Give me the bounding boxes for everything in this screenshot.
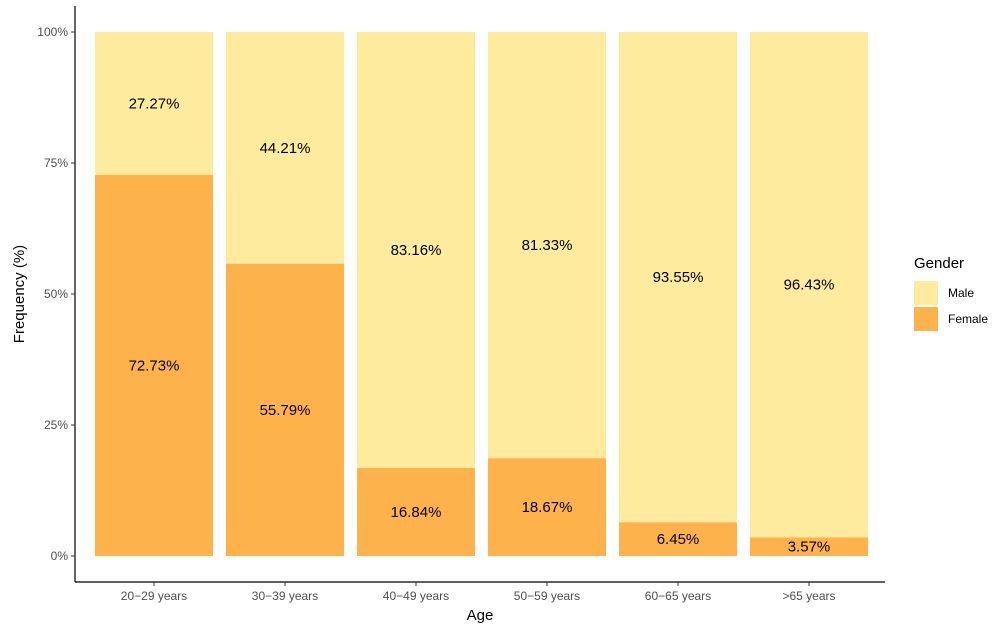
data-label-female-20-29-years: 72.73% [129,357,180,374]
data-label-male-20-29-years: 27.27% [129,95,180,112]
data-label-male-40-49-years: 83.16% [391,242,442,259]
x-axis-title: Age [467,607,494,624]
bars-layer [95,32,868,556]
x-tick-label-60-65-years: 60−65 years [645,589,711,603]
x-tick-label-65-years: >65 years [782,589,835,603]
y-tick-label-0: 0% [51,549,69,563]
bar-male-20-29-years [95,32,213,175]
legend-key-male [914,281,938,305]
bar-male-60-65-years [619,32,737,523]
bar-female-60-65-years [619,522,737,556]
y-tick-label-75: 75% [44,156,68,170]
axes-layer: 0% 25% 50% 75% 100% 20−29 years 30−39 years 40−… [37,6,885,603]
bar-female-20-29-years [95,174,213,556]
x-tick-label-30-39-years: 30−39 years [252,589,318,603]
legend-label-female: Female [948,312,988,326]
legend-label-male: Male [948,286,974,300]
legend-key-female [914,307,938,331]
bar-female-50-59-years [488,458,606,556]
data-label-female-65-years: 3.57% [788,539,831,556]
data-labels-layer: 72.73% 27.27% 55.79% 44.21% 16.84% 83.16% 18.6… [129,95,835,555]
bar-female-65-years [750,537,868,556]
data-label-male-60-65-years: 93.55% [653,269,704,286]
bar-male-30-39-years [226,32,344,264]
legend: Gender Male Female [914,255,988,331]
x-tick-label-50-59-years: 50−59 years [514,589,580,603]
bar-male-40-49-years [357,32,475,468]
bar-male-65-years [750,32,868,538]
y-tick-label-100: 100% [37,25,68,39]
bar-male-50-59-years [488,32,606,459]
y-tick-label-25: 25% [44,418,68,432]
x-tick-label-20-29-years: 20−29 years [121,589,187,603]
bar-female-40-49-years [357,467,475,556]
data-label-male-50-59-years: 81.33% [522,237,573,254]
y-tick-label-50: 50% [44,287,68,301]
data-label-male-30-39-years: 44.21% [260,140,311,157]
data-label-female-40-49-years: 16.84% [391,504,442,521]
bar-female-30-39-years [226,263,344,556]
data-label-female-60-65-years: 6.45% [657,531,700,548]
data-label-female-30-39-years: 55.79% [260,402,311,419]
x-tick-label-40-49-years: 40−49 years [383,589,449,603]
data-label-male-65-years: 96.43% [784,277,835,294]
legend-title: Gender [914,255,964,272]
y-axis-title: Frequency (%) [11,245,28,343]
data-label-female-50-59-years: 18.67% [522,499,573,516]
